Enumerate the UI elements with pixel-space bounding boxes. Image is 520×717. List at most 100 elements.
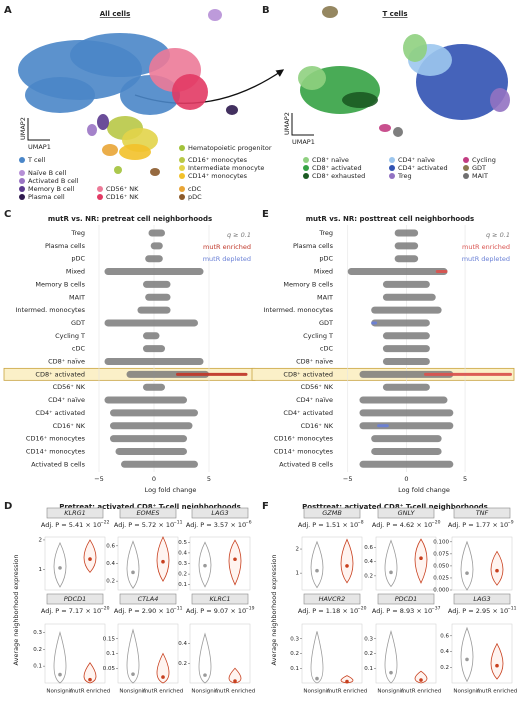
legend-label: Naïve B cell	[28, 169, 66, 177]
plot-frame	[375, 623, 437, 684]
violin	[53, 630, 67, 684]
mean-dot	[131, 570, 135, 575]
legend-label: MAIT	[472, 172, 488, 180]
legend-label: cDC	[188, 185, 202, 193]
x-tick-label: 0	[152, 475, 156, 483]
p-value: Adj. P = 1.18 × 10	[298, 607, 358, 615]
y-tick-label: 2	[296, 547, 300, 553]
legend-swatch	[389, 157, 395, 163]
swarm	[137, 306, 171, 314]
legend-swatch	[179, 173, 185, 179]
x-tick-label: Nonsignif.	[453, 689, 480, 695]
mean-dot	[389, 570, 393, 575]
x-tick-label: mutR enriched	[70, 689, 111, 695]
p-value: Adj. P = 1.51 × 10	[298, 521, 358, 529]
legend-swatch	[179, 165, 185, 171]
y-tick-label: CD4⁺ activated	[35, 409, 85, 417]
y-tick-label: MAIT	[317, 293, 333, 301]
y-tick-label: CD4⁺ activated	[283, 409, 333, 417]
violin	[228, 667, 242, 684]
plot-frame	[451, 623, 513, 684]
legend-swatch	[303, 157, 309, 163]
legend-swatch	[389, 165, 395, 171]
y-tick-label: Cycling T	[55, 332, 85, 340]
y-tick-label: 0.4	[178, 550, 187, 556]
violin	[126, 540, 140, 589]
legend-label: Hematopoietic progenitor	[188, 144, 272, 152]
umap-cluster	[403, 34, 427, 62]
legend-label: mutR enriched	[462, 243, 510, 251]
mean-dot	[419, 678, 423, 682]
legend-label: CD4⁺ naïve	[398, 156, 435, 164]
x-tick-label: Nonsignif.	[46, 689, 73, 695]
legend-label: mutR depleted	[462, 255, 510, 263]
legend-swatch	[463, 157, 469, 163]
y-tick-label: CD8⁺ activated	[35, 370, 85, 378]
violin	[198, 632, 212, 684]
umap-y-label: UMAP2	[283, 112, 291, 135]
y-tick-label: 0.050	[433, 563, 449, 569]
swarm	[382, 280, 430, 288]
x-tick-label: mutR enriched	[143, 689, 184, 695]
umap-cluster	[119, 144, 151, 160]
umap-x-label: UMAP1	[292, 138, 315, 146]
legend-label: q ≥ 0.1	[227, 231, 251, 239]
legend-label: CD8⁺ activated	[312, 164, 362, 172]
x-tick-label: 0	[404, 475, 408, 483]
umap-cluster	[70, 33, 170, 77]
p-value: Adj. P = 5.72 × 10	[114, 521, 174, 529]
y-tick-label: GDT	[71, 319, 85, 327]
swarm	[394, 242, 419, 250]
y-tick-label: 0.2	[440, 665, 449, 671]
p-exponent: −11	[507, 606, 517, 612]
y-tick-label: cDC	[320, 345, 334, 353]
y-tick-label: CD56⁺ NK	[301, 383, 334, 391]
gene-box	[191, 507, 249, 519]
p-exponent: −8	[357, 520, 364, 526]
legend-label: GDT	[472, 164, 486, 172]
y-tick-label: CD14⁺ monocytes	[274, 447, 334, 455]
y-tick-label: CD8⁺ naïve	[296, 358, 333, 366]
x-axis-label: Log fold change	[145, 486, 197, 494]
violin	[414, 670, 428, 684]
y-tick-label: 0.2	[290, 651, 299, 657]
x-tick-label: −5	[343, 475, 353, 483]
swarm	[104, 268, 204, 276]
umap-cluster	[322, 6, 338, 18]
x-tick-label: Nonsignif.	[377, 689, 404, 695]
p-value: Adj. P = 5.41 × 10	[41, 521, 101, 529]
violin	[490, 642, 504, 680]
mean-dot	[203, 673, 207, 677]
gene-label: GNLY	[398, 509, 416, 517]
gene-label: TNF	[476, 509, 489, 517]
swarm	[115, 447, 187, 455]
p-value: Adj. P = 7.17 × 10	[41, 607, 101, 615]
p-value: Adj. P = 9.07 × 10	[186, 607, 246, 615]
violin	[156, 652, 170, 684]
umap-cluster	[490, 88, 510, 112]
panel-label: D	[4, 501, 12, 512]
legend-swatch	[19, 178, 25, 184]
mean-dot	[233, 679, 237, 683]
y-tick-label: 2	[39, 537, 43, 543]
legend-swatch	[19, 170, 25, 176]
umap-cluster	[393, 127, 403, 137]
umap-cluster	[102, 144, 118, 156]
legend-label: Plasma cell	[28, 193, 65, 201]
y-tick-label: 0.1	[106, 651, 115, 657]
legend-swatch	[179, 157, 185, 163]
y-tick-label: 0.5	[178, 540, 187, 546]
legend-label: pDC	[188, 193, 202, 201]
mean-dot	[58, 566, 62, 570]
p-exponent: −37	[431, 606, 441, 612]
y-tick-label: MAIT	[69, 293, 85, 301]
y-tick-label: Activated B cells	[279, 460, 334, 468]
x-tick-label: −5	[94, 475, 104, 483]
swarm	[104, 358, 204, 365]
gene-label: LAG3	[473, 595, 490, 603]
y-tick-label: Activated B cells	[31, 460, 86, 468]
y-tick-label: 0.2	[364, 573, 373, 579]
violin	[126, 628, 140, 684]
p-exponent: −11	[173, 606, 183, 612]
legend-label: CD14⁺ monocytes	[188, 172, 248, 180]
